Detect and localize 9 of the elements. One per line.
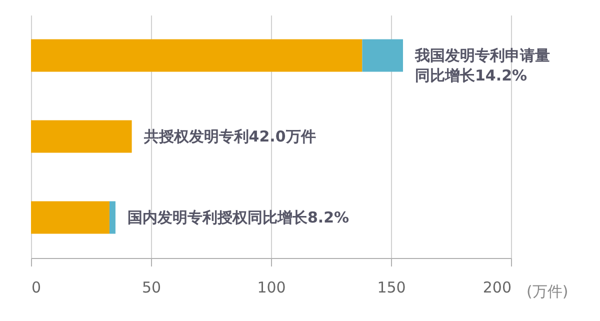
annotation: 我国发明专利申请量同比增长14.2%	[414, 46, 550, 84]
annotation: 国内发明专利授权同比增长8.2%	[127, 208, 350, 226]
x-tick-label: 150	[377, 278, 406, 296]
x-tick-label: 200	[482, 278, 512, 296]
annotation: 共授权发明专利42.0万件	[142, 128, 316, 146]
x-tick-label: 100	[257, 278, 286, 296]
x-tick-label: 50	[142, 278, 162, 296]
x-tick-label: 0	[32, 278, 42, 296]
x-axis-title: (万件)	[526, 282, 568, 300]
